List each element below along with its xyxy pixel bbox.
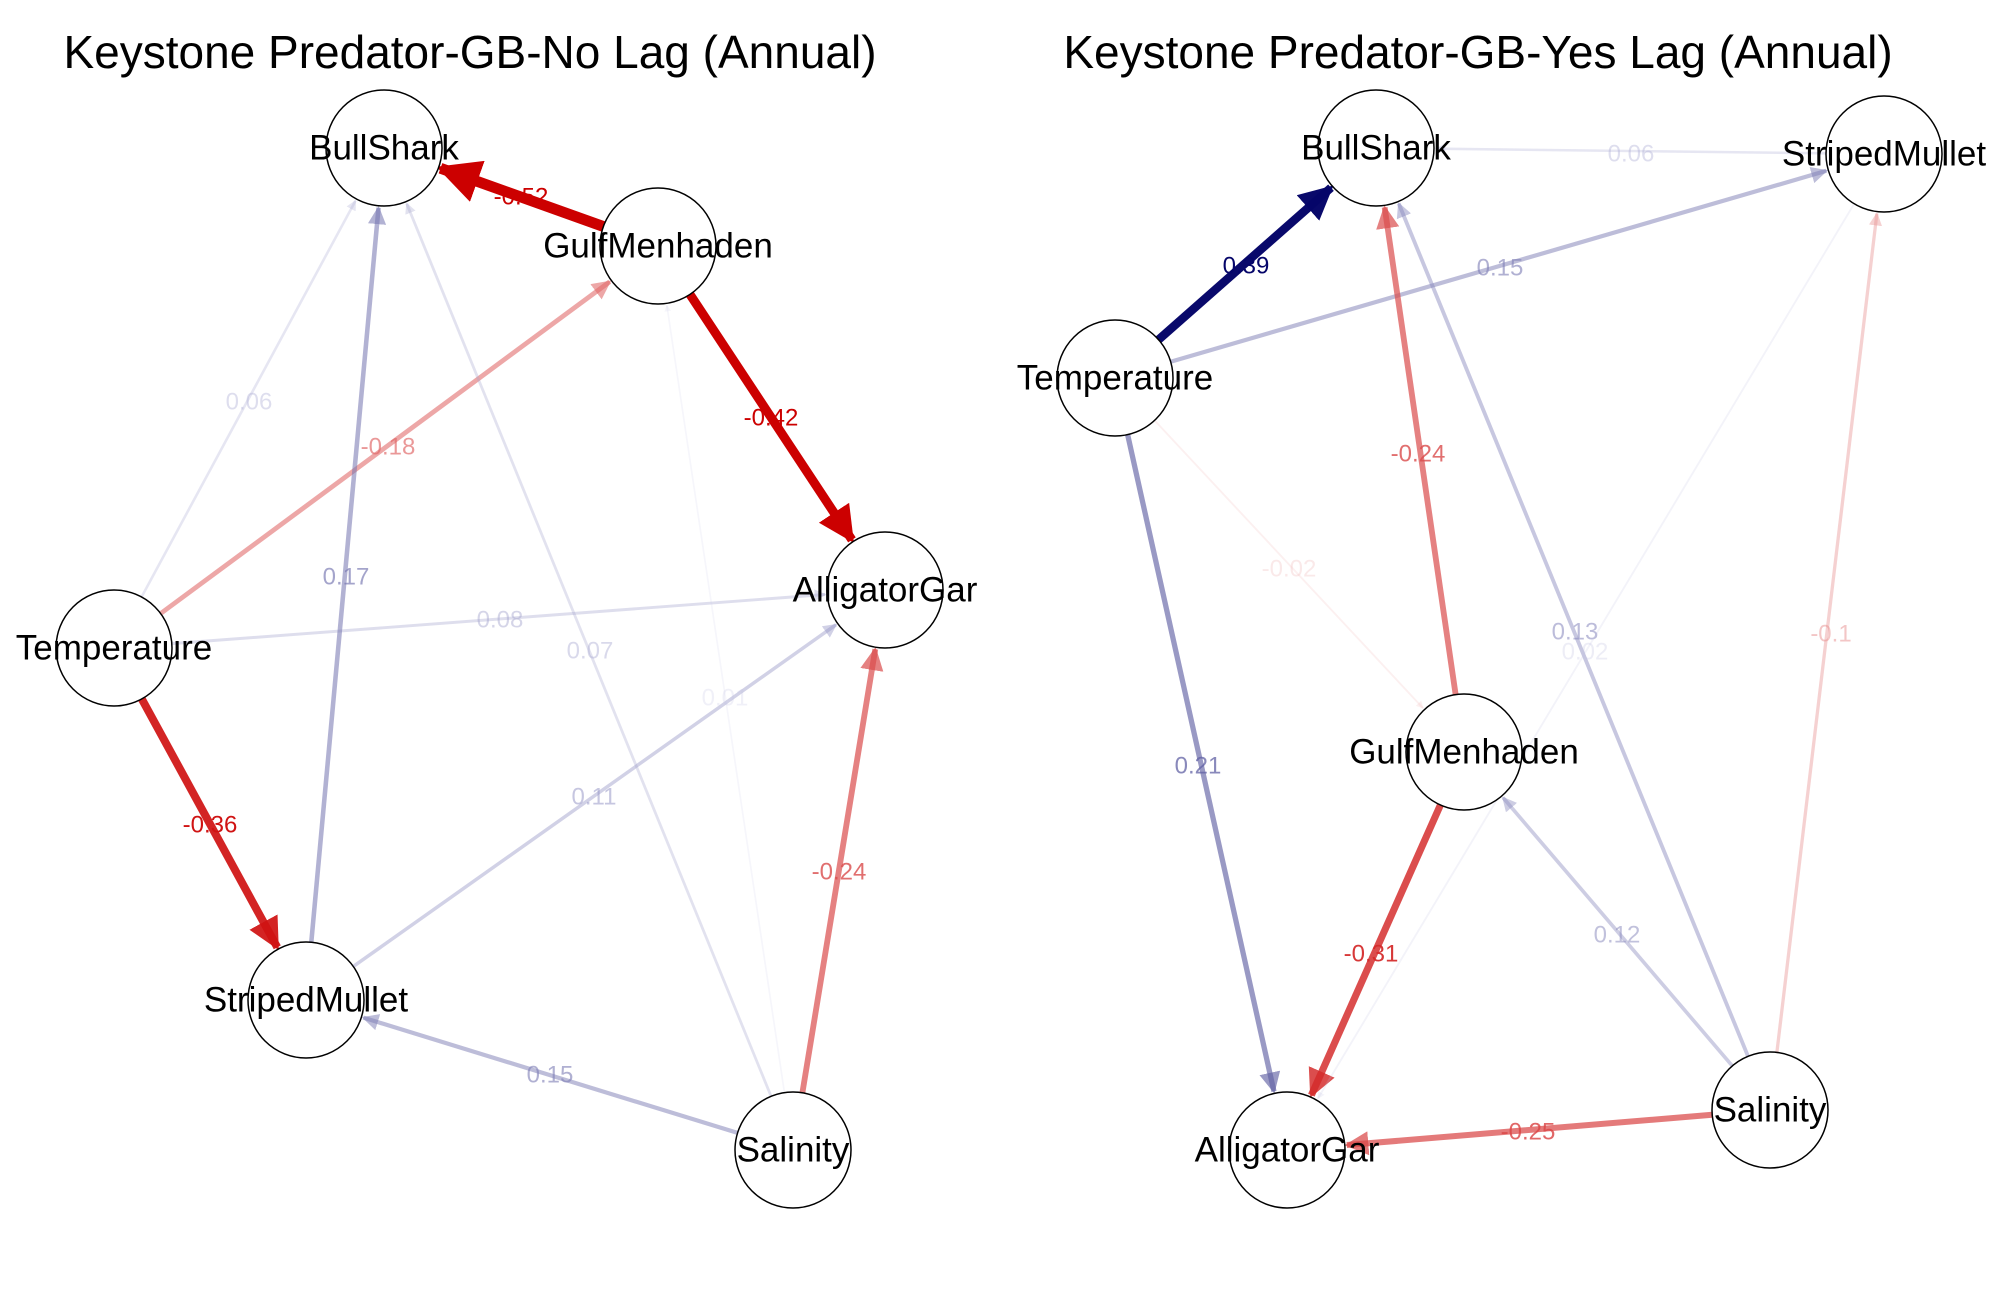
node-circle-temperature [55, 589, 173, 707]
edge-label-temperature-to-bull-shark: 0.39 [1223, 253, 1270, 280]
edge-label-temperature-to-striped-mullet: -0.36 [183, 812, 238, 839]
edge-label-striped-mullet-to-bull-shark: 0.17 [323, 564, 370, 591]
node-label-salinity: Salinity [1714, 1091, 1827, 1130]
edge-label-temperature-to-alligator-gar: 0.21 [1175, 753, 1222, 780]
panel-title-no-lag: Keystone Predator-GB-No Lag (Annual) [63, 26, 876, 78]
node-striped-mullet: StripedMullet [204, 941, 409, 1059]
edge-label-striped-mullet-to-alligator-gar: 0.02 [1562, 639, 1609, 666]
node-alligator-gar: AlligatorGar [1195, 1091, 1380, 1209]
node-bull-shark: BullShark [309, 89, 459, 207]
node-circle-striped-mullet [1825, 95, 1943, 213]
edge-temperature-to-alligator-gar [171, 589, 827, 646]
node-circle-alligator-gar [1228, 1091, 1346, 1209]
edge-striped-mullet-to-bull-shark [1434, 143, 1827, 155]
node-label-temperature: Temperature [1017, 359, 1213, 398]
node-salinity: Salinity [734, 1091, 852, 1209]
node-label-striped-mullet: StripedMullet [1782, 135, 1987, 174]
node-label-salinity: Salinity [737, 1131, 850, 1170]
node-label-bull-shark: BullShark [309, 129, 459, 168]
edge-temperature-to-bull-shark [140, 199, 357, 598]
edge-label-salinity-to-striped-mullet: -0.1 [1810, 621, 1851, 648]
edge-striped-mullet-to-alligator-gar [352, 623, 838, 968]
node-striped-mullet: StripedMullet [1782, 95, 1987, 213]
edge-label-gulf-menhaden-to-bull-shark: -0.52 [494, 184, 549, 211]
node-circle-temperature [1056, 319, 1174, 437]
edge-label-temperature-to-bull-shark: 0.06 [226, 389, 273, 416]
edge-salinity-to-bull-shark [405, 202, 773, 1097]
edge-salinity-to-alligator-gar [1344, 1111, 1713, 1156]
edge-salinity-to-bull-shark [1396, 202, 1750, 1058]
edge-temperature-to-striped-mullet [138, 697, 281, 951]
edge-salinity-to-gulf-menhaden [664, 304, 786, 1093]
node-circle-gulf-menhaden [599, 187, 717, 305]
edge-label-salinity-to-alligator-gar: -0.25 [1501, 1119, 1556, 1146]
node-label-bull-shark: BullShark [1301, 129, 1451, 168]
edge-gulf-menhaden-to-bull-shark [436, 160, 606, 232]
edge-label-striped-mullet-to-alligator-gar: 0.11 [572, 784, 617, 811]
node-alligator-gar: AlligatorGar [793, 531, 978, 649]
edge-label-temperature-to-gulf-menhaden: -0.02 [1262, 556, 1317, 583]
edge-gulf-menhaden-to-alligator-gar [686, 291, 856, 543]
edge-salinity-to-alligator-gar [799, 646, 884, 1094]
node-gulf-menhaden: GulfMenhaden [1349, 693, 1579, 811]
node-temperature: Temperature [1017, 319, 1213, 437]
node-bull-shark: BullShark [1301, 89, 1451, 207]
edge-label-gulf-menhaden-to-alligator-gar: -0.42 [744, 405, 799, 432]
node-circle-alligator-gar [826, 531, 944, 649]
panel-no-lag: Keystone Predator-GB-No Lag (Annual) -0.… [16, 26, 978, 1209]
node-label-alligator-gar: AlligatorGar [793, 571, 978, 610]
edge-salinity-to-gulf-menhaden [1501, 796, 1734, 1068]
edge-label-salinity-to-bull-shark: 0.13 [1552, 619, 1599, 646]
edge-label-temperature-to-alligator-gar: 0.08 [477, 607, 524, 634]
node-label-striped-mullet: StripedMullet [204, 981, 409, 1020]
edge-striped-mullet-to-bull-shark [309, 205, 387, 943]
edge-gulf-menhaden-to-alligator-gar [1308, 803, 1444, 1098]
edge-gulf-menhaden-to-bull-shark [1376, 205, 1459, 696]
edge-label-salinity-to-alligator-gar: -0.24 [812, 859, 867, 886]
edge-label-salinity-to-bull-shark: 0.07 [567, 638, 614, 665]
edge-label-salinity-to-gulf-menhaden: 0.01 [702, 685, 749, 712]
panel-title-yes-lag: Keystone Predator-GB-Yes Lag (Annual) [1063, 26, 1892, 78]
edge-label-gulf-menhaden-to-alligator-gar: -0.31 [1344, 941, 1399, 968]
node-circle-bull-shark [325, 89, 443, 207]
node-gulf-menhaden: GulfMenhaden [543, 187, 773, 305]
edge-label-temperature-to-gulf-menhaden: -0.18 [361, 434, 416, 461]
node-circle-salinity [1711, 1051, 1829, 1169]
node-circle-salinity [734, 1091, 852, 1209]
edge-salinity-to-striped-mullet [361, 1014, 739, 1135]
edge-temperature-to-gulf-menhaden [159, 279, 612, 616]
edge-label-salinity-to-striped-mullet: 0.15 [527, 1062, 574, 1089]
node-label-alligator-gar: AlligatorGar [1195, 1131, 1380, 1170]
edge-temperature-to-striped-mullet [1170, 166, 1829, 364]
node-circle-striped-mullet [247, 941, 365, 1059]
node-label-gulf-menhaden: GulfMenhaden [1349, 733, 1579, 772]
node-label-gulf-menhaden: GulfMenhaden [543, 227, 773, 266]
edge-label-salinity-to-gulf-menhaden: 0.12 [1594, 922, 1641, 949]
edge-label-temperature-to-striped-mullet: 0.15 [1477, 255, 1524, 282]
panel-yes-lag: Keystone Predator-GB-Yes Lag (Annual) 0.… [1017, 26, 1987, 1209]
node-salinity: Salinity [1711, 1051, 1829, 1169]
node-temperature: Temperature [16, 589, 212, 707]
edge-temperature-to-gulf-menhaden [1153, 419, 1424, 709]
edge-temperature-to-alligator-gar [1125, 434, 1281, 1094]
edge-striped-mullet-to-alligator-gar [1317, 203, 1855, 1100]
node-label-temperature: Temperature [16, 629, 212, 668]
node-circle-gulf-menhaden [1405, 693, 1523, 811]
node-circle-bull-shark [1317, 89, 1435, 207]
edge-label-gulf-menhaden-to-bull-shark: -0.24 [1391, 441, 1446, 468]
edge-temperature-to-bull-shark [1155, 184, 1334, 343]
edge-salinity-to-striped-mullet [1775, 212, 1883, 1053]
edge-label-striped-mullet-to-bull-shark: 0.06 [1608, 141, 1655, 168]
